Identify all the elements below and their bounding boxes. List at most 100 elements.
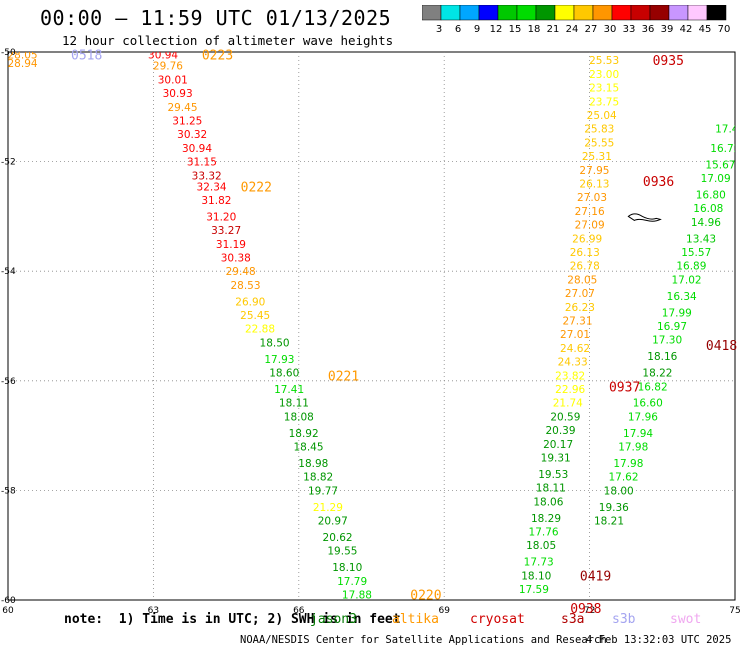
- swh-data-label: 17.88: [342, 590, 372, 602]
- swh-data-label: 15.57: [681, 247, 711, 259]
- y-tick-label: -50: [1, 48, 16, 58]
- pass-time-label: 0223: [202, 49, 233, 64]
- swh-data-label: 18.22: [642, 368, 672, 380]
- swh-data-label: 17.76: [529, 527, 559, 539]
- pass-time-label: 0419: [580, 569, 611, 584]
- swh-data-label: 16.80: [696, 189, 726, 201]
- swh-data-label: 18.50: [260, 337, 290, 349]
- colorbar-tick-label: 12: [490, 24, 503, 35]
- swh-data-label: 18.82: [303, 472, 333, 484]
- swh-data-label: 26.90: [235, 296, 265, 308]
- swh-data-label: 28.94: [8, 58, 38, 70]
- swh-data-label: 16.72: [710, 143, 740, 155]
- swh-data-label: 27.07: [565, 288, 595, 300]
- swh-data-label: 30.32: [177, 129, 207, 141]
- swh-data-label: 28.05: [8, 50, 38, 62]
- y-tick-label: -54: [1, 267, 16, 277]
- swh-data-label: 17.30: [652, 335, 682, 347]
- swh-data-label: 20.97: [318, 516, 348, 528]
- chart-subtitle: 12 hour collection of altimeter wave hei…: [62, 33, 394, 48]
- swh-data-label: 30.01: [158, 74, 188, 86]
- colorbar-tick-label: 6: [455, 24, 461, 35]
- swh-data-label: 30.94: [182, 143, 212, 155]
- satellite-legend-jason3: jason3: [310, 612, 357, 627]
- colorbar-tick-label: 9: [474, 24, 480, 35]
- swh-data-label: 17.93: [264, 354, 294, 366]
- swh-data-label: 17.99: [662, 307, 692, 319]
- swh-data-label: 28.05: [567, 274, 597, 286]
- swh-data-label: 33.27: [211, 225, 241, 237]
- swh-data-label: 26.78: [570, 261, 600, 273]
- swh-data-label: 15.67: [705, 159, 735, 171]
- swh-data-label: 25.04: [587, 110, 617, 122]
- swh-data-label: 26.13: [579, 179, 609, 191]
- x-tick-label: 69: [438, 606, 450, 616]
- pass-time-label: 0936: [643, 175, 674, 190]
- swh-data-label: 25.45: [240, 310, 270, 322]
- swh-data-label: 17.73: [524, 557, 554, 569]
- swh-data-label: 32.34: [197, 181, 227, 193]
- swh-data-label: 18.21: [594, 516, 624, 528]
- swh-data-label: 18.08: [284, 411, 314, 423]
- swh-data-label: 31.15: [187, 157, 217, 169]
- swh-data-label: 27.01: [560, 329, 590, 341]
- colorbar-tick-label: 33: [623, 24, 636, 35]
- footer-note: note: 1) Time is in UTC; 2) SWH is in fe…: [64, 612, 401, 627]
- y-tick-label: -52: [1, 158, 16, 168]
- chart-title: 00:00 – 11:59 UTC 01/13/2025: [40, 6, 392, 30]
- satellite-legend-cryosat: cryosat: [470, 612, 525, 627]
- swh-data-label: 21.29: [313, 502, 343, 514]
- swh-data-label: 17.79: [337, 576, 367, 588]
- x-tick-label: 63: [148, 606, 159, 616]
- swh-data-label: 17.94: [623, 428, 653, 440]
- plot-frame: [7, 51, 736, 601]
- y-tick-label: -58: [1, 486, 16, 496]
- colorbar-tick-label: 24: [566, 24, 579, 35]
- colorbar-tick-label: 27: [585, 24, 598, 35]
- swh-data-label: 18.10: [521, 570, 551, 582]
- pass-time-label: 0518: [71, 49, 102, 64]
- colorbar-tick-label: 18: [528, 24, 541, 35]
- swh-data-label: 27.95: [579, 165, 609, 177]
- swh-data-label: 28.53: [230, 280, 260, 292]
- swh-data-label: 29.45: [167, 102, 197, 114]
- swh-data-label: 18.98: [298, 458, 328, 470]
- swh-data-label: 17.98: [618, 442, 648, 454]
- swh-data-label: 20.59: [550, 411, 580, 423]
- swh-data-label: 18.16: [647, 351, 677, 363]
- x-tick-label: 75: [729, 606, 740, 616]
- colorbar-tick-label: 70: [718, 24, 731, 35]
- pass-time-label: 0222: [241, 180, 272, 195]
- swh-data-label: 18.60: [269, 368, 299, 380]
- swh-data-label: 27.16: [575, 206, 605, 218]
- swh-data-label: 25.31: [582, 151, 612, 163]
- swh-data-label: 20.17: [543, 439, 573, 451]
- satellite-legend-s3a: s3a: [561, 612, 585, 627]
- swh-data-label: 19.55: [327, 546, 357, 558]
- satellite-legend-altika: altika: [392, 612, 439, 627]
- swh-data-label: 16.89: [676, 261, 706, 273]
- colorbar-tick-label: 45: [699, 24, 712, 35]
- swh-data-label: 16.73: [516, 600, 546, 612]
- colorbar-tick-label: 30: [604, 24, 617, 35]
- swh-data-label: 23.15: [589, 83, 619, 95]
- swh-data-label: 31.25: [172, 116, 202, 128]
- swh-data-label: 31.19: [216, 239, 246, 251]
- pass-time-label: 0937: [609, 380, 640, 395]
- colorbar-tick-label: 42: [680, 24, 693, 35]
- swh-data-label: 19.77: [308, 485, 338, 497]
- swh-data-label: 25.55: [584, 137, 614, 149]
- swh-data-label: 20.62: [323, 532, 353, 544]
- swh-data-label: 18.92: [289, 428, 319, 440]
- swh-data-label: 18.05: [526, 540, 556, 552]
- y-tick-label: -56: [1, 377, 16, 387]
- pass-time-label: 0220: [410, 589, 441, 604]
- data-layer: 28.0528.9430.9429.7630.0130.9329.4531.25…: [8, 50, 740, 612]
- swh-data-label: 17.02: [672, 274, 702, 286]
- swh-data-label: 31.20: [206, 211, 236, 223]
- swh-data-label: 16.08: [693, 203, 723, 215]
- swh-data-label: 17.59: [519, 584, 549, 596]
- swh-data-label: 18.00: [604, 485, 634, 497]
